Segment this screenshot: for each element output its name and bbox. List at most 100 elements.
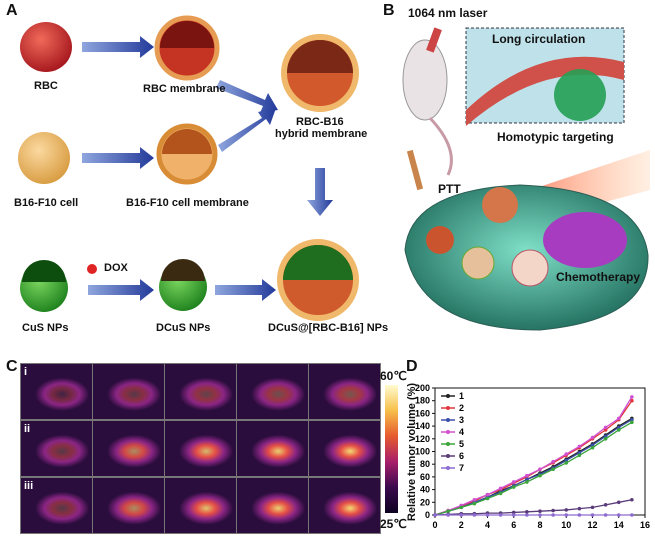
series-point-5 [472,501,477,506]
series-point-5 [459,505,464,510]
x-tick-label: 8 [537,520,542,530]
series-point-5 [485,496,490,501]
x-tick-label: 4 [485,520,490,530]
series-point-6 [564,508,569,512]
label-homotypic: Homotypic targeting [497,130,614,144]
series-point-7 [446,513,450,517]
label-rbc-membrane: RBC membrane [143,83,226,95]
series-point-5 [511,485,516,489]
panel-label-c: C [6,358,18,375]
x-tick-label: 16 [640,520,650,530]
label-ptt: PTT [438,182,461,196]
legend-label-2: 2 [459,403,464,413]
thermal-cell [236,363,309,420]
series-point-4 [590,435,595,440]
series-line-4 [434,396,633,516]
series-point-3 [577,450,582,455]
y-tick-label: 40 [420,485,430,495]
series-point-5 [577,453,582,458]
final-np-icon [277,239,359,321]
thermal-cell [236,420,309,477]
y-tick-label: 60 [420,472,430,482]
series-point-5 [630,420,634,425]
thermal-cell [164,363,237,420]
series-point-5 [590,445,595,450]
series-point-4 [511,480,516,484]
legend-marker-2 [446,406,450,410]
series-point-5 [616,428,621,432]
label-hybrid-1: RBC-B16 [296,116,344,128]
series-point-7 [485,513,490,517]
series-point-4 [538,467,542,472]
colorbar-max-label: 60℃ [380,369,407,383]
series-point-7 [433,513,437,517]
panel-label-b: B [383,2,395,19]
legend-marker-6 [446,454,450,458]
series-point-7 [551,513,555,517]
series-point-5 [551,467,555,472]
thermal-cell [92,477,165,534]
label-long-circulation: Long circulation [492,32,586,46]
thermal-cell [308,363,381,420]
series-point-6 [525,510,529,514]
legend-label-3: 3 [459,415,464,425]
series-point-2 [603,428,608,432]
label-final: DCuS@[RBC-B16] NPs [268,322,389,334]
flow-arrows [82,36,333,301]
thermal-cell [236,477,309,534]
x-tick-label: 2 [459,520,464,530]
series-point-4 [577,444,582,449]
series-point-6 [630,497,634,502]
y-tick-label: 80 [420,459,430,469]
series-point-7 [630,513,634,517]
series-line-3 [434,419,633,516]
legend-label-1: 1 [459,391,464,401]
series-point-3 [564,458,569,463]
series-line-2 [434,400,633,516]
series-point-5 [538,473,542,478]
label-cus: CuS NPs [22,322,69,334]
series-point-4 [525,473,529,478]
series-point-7 [590,513,595,517]
label-hybrid-2: hybrid membrane [275,128,368,140]
y-tick-label: 20 [420,497,430,507]
hybrid-membrane-icon [281,34,359,112]
series-point-6 [551,508,555,513]
series-point-3 [630,417,634,422]
x-tick-label: 0 [432,520,437,530]
x-tick-label: 12 [587,520,597,530]
rbc-membrane-icon [154,15,220,81]
thermal-cell [92,363,165,420]
series-point-4 [472,497,477,502]
series-point-2 [630,398,634,403]
series-point-4 [498,486,503,491]
series-point-4 [551,459,555,464]
rbc-icon [20,22,72,72]
series-point-3 [616,425,621,430]
b16-cell-icon [18,132,70,184]
label-chemo: Chemotherapy [556,270,641,284]
series-point-6 [511,510,516,515]
series-point-7 [525,513,529,517]
thermal-cell [164,420,237,477]
series-point-3 [603,434,608,439]
series-line-1 [434,417,633,516]
series-point-5 [446,509,450,513]
dox-dot-icon [87,264,97,274]
thermal-cell [308,420,381,477]
label-b16-cell: B16-F10 cell [14,197,79,209]
y-tick-label: 200 [415,383,430,393]
panel-label-d: D [406,358,418,375]
y-tick-label: 100 [415,447,430,457]
y-tick-label: 140 [415,421,430,431]
series-point-5 [525,480,529,484]
series-point-6 [616,500,621,505]
series-point-7 [472,513,477,517]
panel-label-a: A [6,2,18,19]
series-point-5 [603,437,608,441]
legend-label-5: 5 [459,439,464,449]
series-point-6 [590,505,595,510]
legend-label-4: 4 [459,427,464,437]
